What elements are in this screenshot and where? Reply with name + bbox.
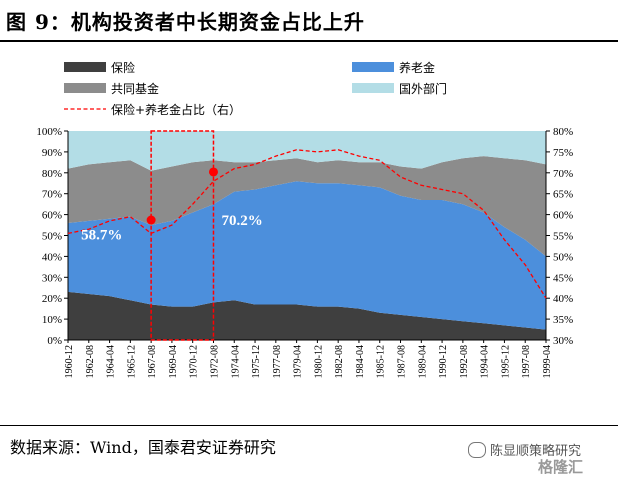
legend-label: 保险+养老金占比（右） <box>111 102 241 117</box>
y-left-tick-label: 20% <box>42 293 62 305</box>
area-fund <box>68 156 546 257</box>
y-left-tick-label: 50% <box>42 231 62 243</box>
x-tick-label: 1984-04 <box>355 345 366 378</box>
figure-title: 图 9：机构投资者中长期资金占比上升 <box>6 10 365 34</box>
legend-label: 共同基金 <box>111 81 159 96</box>
y-right-tick-label: 75% <box>553 147 573 159</box>
x-tick-label: 1982-08 <box>334 345 345 378</box>
legend-swatch <box>64 83 106 93</box>
source-divider <box>0 425 618 426</box>
annotation-marker <box>146 215 156 225</box>
x-tick-label: 1962-08 <box>85 345 96 378</box>
y-left-tick-label: 70% <box>42 189 62 201</box>
y-right-tick-label: 80% <box>553 126 573 138</box>
y-left-tick-label: 10% <box>42 314 62 326</box>
x-tick-label: 1964-04 <box>106 345 117 378</box>
y-left-tick-label: 0% <box>47 335 62 347</box>
x-tick-label: 1987-08 <box>397 345 408 378</box>
y-left-tick-label: 40% <box>42 251 62 263</box>
x-tick-label: 1974-04 <box>230 345 241 378</box>
ratio-line <box>67 149 547 299</box>
legend-label: 国外部门 <box>399 81 447 96</box>
x-tick-label: 1995-12 <box>500 345 511 378</box>
watermark-secondary: 格隆汇 <box>538 458 584 476</box>
x-tick-label: 1992-08 <box>459 345 470 378</box>
annotation-label: 70.2% <box>221 213 262 229</box>
x-tick-label: 1975-12 <box>251 345 262 378</box>
x-tick-label: 1979-04 <box>293 345 304 378</box>
x-tick-label: 1985-12 <box>376 345 387 378</box>
x-tick-label: 1965-12 <box>126 345 137 378</box>
y-right-tick-label: 30% <box>553 335 573 347</box>
annotation-marker <box>208 167 218 177</box>
area-insurance <box>68 291 546 340</box>
wechat-icon <box>468 441 486 458</box>
highlight-box <box>150 130 215 341</box>
legend-swatch <box>352 83 394 93</box>
y-right-tick-label: 35% <box>553 314 573 326</box>
y-right-tick-label: 55% <box>553 231 573 243</box>
x-tick-label: 1967-08 <box>147 345 158 378</box>
y-right-tick-label: 50% <box>553 251 573 263</box>
legend-swatch <box>352 62 394 72</box>
title-divider <box>0 40 618 42</box>
watermark: 陈显顺策略研究 <box>468 440 581 459</box>
y-right-tick-label: 45% <box>553 272 573 284</box>
x-tick-label: 1977-08 <box>272 345 283 378</box>
annotation-label: 58.7% <box>81 227 122 243</box>
legend-label: 养老金 <box>399 60 435 75</box>
y-left-tick-label: 60% <box>42 210 62 222</box>
y-left-tick-label: 90% <box>42 147 62 159</box>
source-note: 数据来源：Wind，国泰君安证券研究 <box>10 438 276 457</box>
x-tick-label: 1970-12 <box>189 345 200 378</box>
legend-label: 保险 <box>111 60 135 75</box>
x-tick-label: 1997-08 <box>521 345 532 378</box>
x-tick-label: 1960-12 <box>64 345 75 378</box>
y-right-tick-label: 65% <box>553 189 573 201</box>
area-pension <box>68 181 546 330</box>
x-tick-label: 1999-04 <box>542 345 553 378</box>
y-right-tick-label: 60% <box>553 210 573 222</box>
watermark-text: 陈显顺策略研究 <box>490 444 582 459</box>
y-left-tick-label: 100% <box>36 126 62 138</box>
y-left-tick-label: 80% <box>42 168 62 180</box>
x-tick-label: 1972-08 <box>209 345 220 378</box>
x-tick-label: 1980-12 <box>313 345 324 378</box>
x-tick-label: 1990-12 <box>438 345 449 378</box>
x-tick-label: 1994-04 <box>480 345 491 378</box>
x-tick-label: 1989-04 <box>417 345 428 378</box>
legend-swatch <box>64 62 106 72</box>
x-tick-label: 1969-04 <box>168 345 179 378</box>
y-right-tick-label: 40% <box>553 293 573 305</box>
y-left-tick-label: 30% <box>42 272 62 284</box>
y-right-tick-label: 70% <box>553 168 573 180</box>
